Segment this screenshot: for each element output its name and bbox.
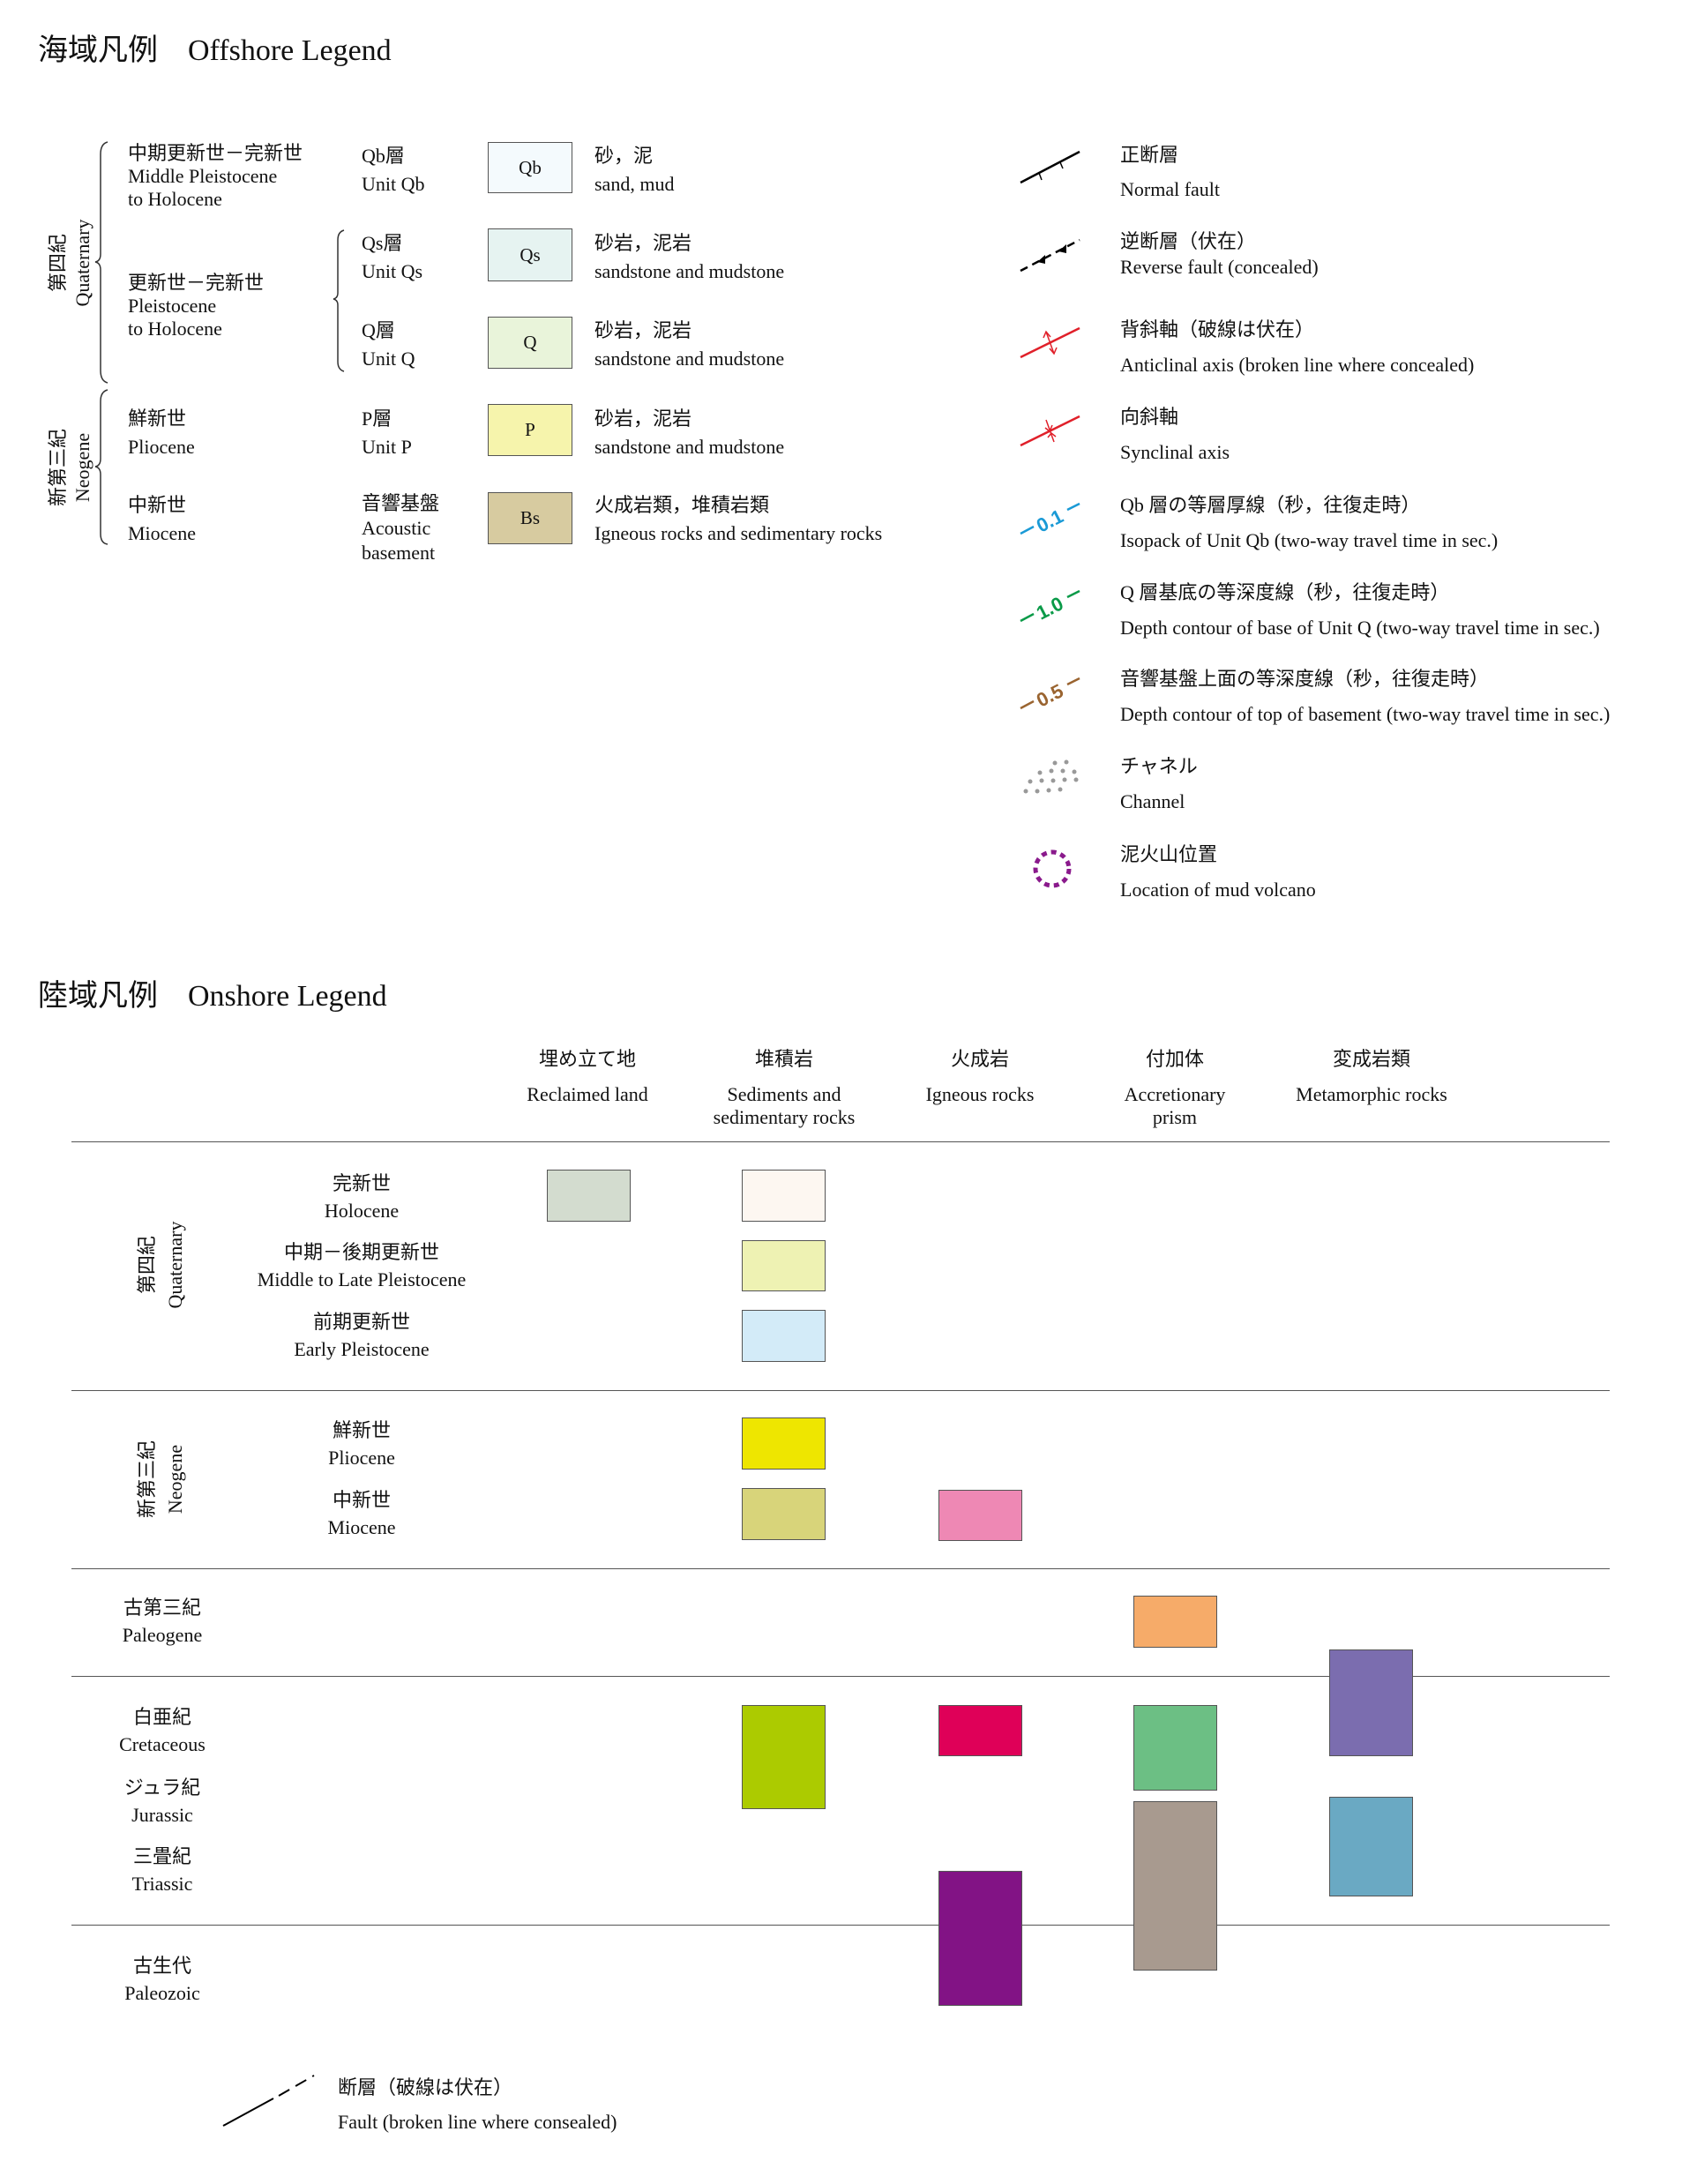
column-igneous: 火成岩 Igneous rocks	[925, 1048, 1035, 1105]
swatch-metamorphic-lower	[1329, 1797, 1413, 1896]
swatch-sediments-pliocene	[742, 1417, 826, 1470]
anticline-icon	[1020, 326, 1080, 359]
depth-contour-q-icon: 1.0	[1020, 589, 1080, 625]
row-holocene: 完新世 Holocene	[324, 1172, 400, 1222]
swatch-reclaimed-holocene	[547, 1170, 631, 1222]
unit-q-lithology: 砂岩，泥岩 sandstone and mudstone	[594, 319, 785, 370]
unit-bs-lithology: 火成岩類，堆積岩類 Igneous rocks and sedimentary r…	[594, 494, 883, 544]
row-triassic: 三畳紀 Triassic	[131, 1845, 193, 1895]
row-miocene: 中新世 Miocene	[327, 1489, 396, 1538]
divider	[71, 1390, 1610, 1391]
fault-icon	[222, 2075, 315, 2127]
row-paleogene: 古第三紀 Paleogene	[122, 1597, 203, 1646]
unit-p-swatch: P	[488, 404, 572, 456]
row-pliocene: 鮮新世 Pliocene	[328, 1419, 395, 1469]
swatch-igneous-miocene	[938, 1490, 1022, 1541]
symbol-depth-contour-q: Q 層基底の等深度線（秒，往復走時） Depth contour of base …	[1120, 581, 1600, 639]
swatch-igneous-cretaceous	[938, 1705, 1022, 1756]
unit-bs-label: 音響基盤 Acoustic basement	[362, 492, 440, 564]
epoch-qb: 中期更新世－完新世 Middle Pleistocene to Holocene	[128, 142, 303, 210]
unit-qs-label: Qs層 Unit Qs	[362, 232, 423, 282]
divider	[71, 1568, 1610, 1569]
offshore-title: 海域凡例 Offshore Legend	[38, 34, 392, 67]
svg-text:1.0: 1.0	[1033, 592, 1067, 624]
row-cretaceous: 白亜紀 Cretaceous	[119, 1706, 206, 1755]
unit-q-label: Q層 Unit Q	[362, 319, 415, 370]
symbol-channel: チャネル Channel	[1120, 755, 1198, 812]
epoch-miocene: 中新世 Miocene	[128, 494, 196, 544]
column-accretionary: 付加体 Accretionary prism	[1124, 1048, 1226, 1128]
depth-contour-basement-icon: 0.5	[1020, 677, 1080, 712]
period-neogene: 新第三紀 Neogene	[47, 428, 93, 507]
symbol-anticline: 背斜軸（破線は伏在） Anticlinal axis (broken line w…	[1120, 318, 1475, 376]
onshore-title: 陸域凡例 Onshore Legend	[38, 980, 387, 1013]
unit-q-swatch: Q	[488, 317, 572, 369]
divider	[71, 1141, 1610, 1142]
divider	[71, 1676, 1610, 1677]
svg-text:0.1: 0.1	[1033, 505, 1067, 536]
syncline-icon	[1020, 415, 1080, 447]
unit-p-label: P層 Unit P	[362, 408, 412, 458]
epoch-pleistocene-holocene: 更新世－完新世 Pleistocene to Holocene	[128, 272, 265, 340]
column-metamorphic: 変成岩類 Metamorphic rocks	[1296, 1048, 1447, 1105]
unit-qb-label: Qb層 Unit Qb	[362, 145, 425, 195]
swatch-sediments-cretaceous-jurassic	[742, 1705, 826, 1809]
swatch-accretionary-jurassic-triassic	[1133, 1801, 1217, 1971]
braces	[94, 141, 345, 545]
onshore-period-quaternary: 第四紀 Quaternary	[136, 1221, 186, 1309]
epoch-pliocene: 鮮新世 Pliocene	[128, 408, 195, 458]
column-sediments: 堆積岩 Sediments and sedimentary rocks	[713, 1048, 856, 1128]
swatch-sediments-early-pleistocene	[742, 1310, 826, 1362]
swatch-accretionary-paleogene	[1133, 1596, 1217, 1648]
unit-qb-lithology: 砂，泥 sand, mud	[594, 145, 675, 195]
isopach-icon: 0.1	[1020, 502, 1080, 537]
column-reclaimed: 埋め立て地 Reclaimed land	[527, 1048, 648, 1105]
reverse-fault-icon	[1020, 238, 1080, 273]
unit-qs-lithology: 砂岩，泥岩 sandstone and mudstone	[594, 232, 785, 282]
symbol-reverse-fault: 逆断層（伏在） Reverse fault (concealed)	[1120, 230, 1319, 278]
row-early-pleistocene: 前期更新世 Early Pleistocene	[294, 1311, 430, 1360]
symbol-isopach: Qb 層の等層厚線（秒，往復走時） Isopack of Unit Qb (two…	[1120, 494, 1499, 551]
row-paleozoic: 古生代 Paleozoic	[124, 1955, 200, 2004]
swatch-metamorphic-upper	[1329, 1649, 1413, 1756]
fault-legend: 断層（破線は伏在） Fault (broken line where consea…	[338, 2076, 617, 2133]
symbol-syncline: 向斜軸 Synclinal axis	[1120, 406, 1230, 463]
swatch-sediments-mid-late-pleistocene	[742, 1240, 826, 1291]
normal-fault-icon	[1020, 150, 1080, 184]
row-jurassic: ジュラ紀 Jurassic	[123, 1776, 201, 1826]
unit-bs-swatch: Bs	[488, 492, 572, 544]
svg-text:0.5: 0.5	[1033, 679, 1067, 711]
unit-p-lithology: 砂岩，泥岩 sandstone and mudstone	[594, 408, 785, 458]
divider	[71, 1925, 1610, 1926]
symbol-mud-volcano: 泥火山位置 Location of mud volcano	[1120, 843, 1316, 901]
row-mid-late-pleistocene: 中期－後期更新世 Middle to Late Pleistocene	[257, 1241, 467, 1290]
unit-qb-swatch: Qb	[488, 142, 572, 193]
mud-volcano-icon	[1033, 849, 1072, 888]
swatch-igneous-paleozoic	[938, 1871, 1022, 2006]
channel-icon	[1023, 759, 1079, 794]
swatch-sediments-holocene	[742, 1170, 826, 1222]
swatch-accretionary-cretaceous	[1133, 1705, 1217, 1791]
swatch-sediments-miocene	[742, 1488, 826, 1540]
period-quaternary: 第四紀 Quaternary	[47, 219, 93, 307]
symbol-normal-fault: 正断層 Normal fault	[1120, 144, 1221, 200]
onshore-period-neogene: 新第三紀 Neogene	[136, 1440, 186, 1519]
symbol-depth-contour-basement: 音響基盤上面の等深度線（秒，往復走時） Depth contour of top …	[1120, 668, 1611, 725]
unit-qs-swatch: Qs	[488, 228, 572, 281]
